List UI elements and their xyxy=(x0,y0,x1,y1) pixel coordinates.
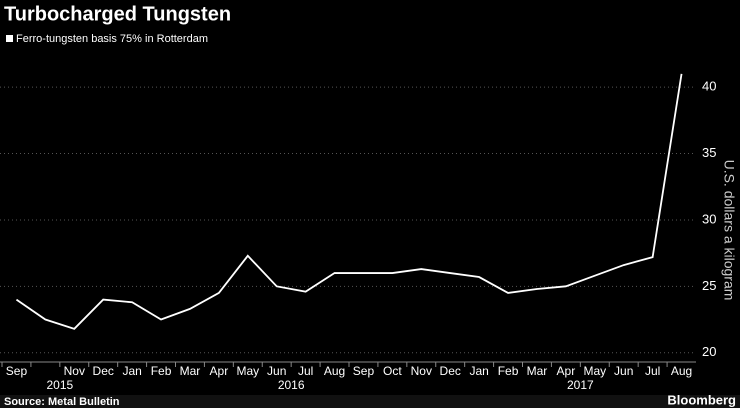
x-tick-label: Jun xyxy=(267,364,286,378)
y-axis-title: U.S. dollars a kilogram xyxy=(721,160,737,301)
x-tick-label: Dec xyxy=(440,364,461,378)
x-tick-label: Feb xyxy=(498,364,519,378)
x-tick-label: May xyxy=(583,364,606,378)
x-tick-label: Jun xyxy=(614,364,633,378)
source: Source: Metal Bulletin xyxy=(4,396,120,408)
year-label: 2017 xyxy=(567,378,594,392)
x-tick-label: Sep xyxy=(353,364,375,378)
brand: Bloomberg xyxy=(667,392,736,407)
chart-title: Turbocharged Tungsten xyxy=(4,3,231,25)
x-tick-label: Nov xyxy=(64,364,85,378)
x-tick-label: Feb xyxy=(151,364,172,378)
x-tick-label: Jan xyxy=(469,364,488,378)
x-tick-label: Jan xyxy=(122,364,141,378)
x-tick-label: Apr xyxy=(210,364,229,378)
legend-swatch xyxy=(6,35,13,42)
x-tick-label: Oct xyxy=(383,364,402,378)
legend-label: Ferro-tungsten basis 75% in Rotterdam xyxy=(16,33,208,45)
footer-bar xyxy=(0,395,740,408)
year-label: 2016 xyxy=(278,378,305,392)
y-tick-label: 30 xyxy=(702,211,716,226)
x-tick-label: Dec xyxy=(93,364,114,378)
x-tick-label: May xyxy=(236,364,259,378)
y-tick-label: 40 xyxy=(702,79,716,94)
x-tick-label: Jul xyxy=(298,364,313,378)
x-tick-label: Mar xyxy=(527,364,548,378)
y-tick-label: 35 xyxy=(702,145,716,160)
y-tick-label: 20 xyxy=(702,344,716,359)
year-label: 2015 xyxy=(46,378,73,392)
x-tick-label: Mar xyxy=(180,364,201,378)
y-tick-label: 25 xyxy=(702,278,716,293)
x-tick-label: Aug xyxy=(324,364,345,378)
x-tick-label: Nov xyxy=(411,364,432,378)
x-tick-label: Jul xyxy=(645,364,660,378)
line xyxy=(15,73,683,330)
x-tick-label: Apr xyxy=(557,364,576,378)
x-tick-label: Sep xyxy=(6,364,28,378)
x-tick-label: Aug xyxy=(671,364,692,378)
